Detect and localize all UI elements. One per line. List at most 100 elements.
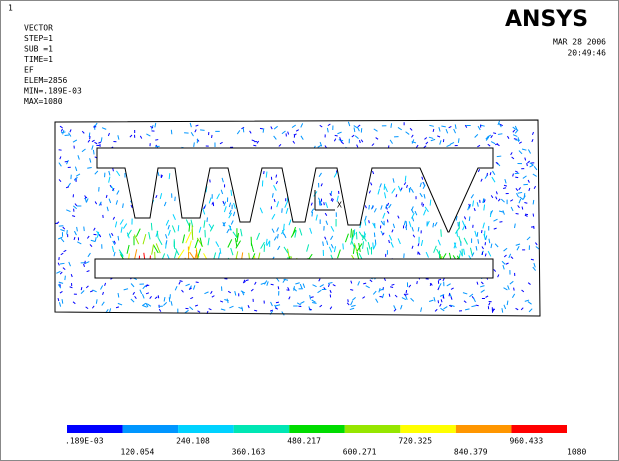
field-vector xyxy=(373,242,374,248)
field-vector xyxy=(93,150,94,154)
field-vector xyxy=(433,129,434,132)
field-vector xyxy=(369,205,370,209)
field-vector xyxy=(246,280,249,281)
field-vector xyxy=(438,300,439,303)
field-vector xyxy=(515,177,518,178)
header-line: ELEM=2856 xyxy=(24,76,68,85)
legend-swatch xyxy=(67,425,123,433)
header-line: TIME=1 xyxy=(24,55,53,64)
field-vector xyxy=(354,229,355,235)
window-number: 1 xyxy=(8,4,13,13)
field-vector xyxy=(533,200,534,204)
ansys-window: 1 ANSYS MAR 28 2006 20:49:46 X VECTORSTE… xyxy=(0,0,619,461)
field-vector xyxy=(465,226,466,229)
field-vector xyxy=(531,259,534,260)
field-vector xyxy=(524,203,527,204)
field-vector xyxy=(363,283,366,284)
date: MAR 28 2006 xyxy=(553,38,606,47)
field-vector xyxy=(356,232,357,239)
field-vector xyxy=(343,243,344,249)
legend-swatch xyxy=(234,425,290,433)
field-vector xyxy=(278,286,279,289)
legend-swatch xyxy=(511,425,567,433)
window-border xyxy=(1,1,619,461)
field-vector xyxy=(84,227,85,231)
field-vector xyxy=(387,219,388,222)
field-vector xyxy=(253,145,256,146)
field-vector xyxy=(441,229,442,236)
field-vector xyxy=(374,233,375,237)
field-vector xyxy=(58,298,59,301)
field-vector xyxy=(514,139,517,140)
field-vector xyxy=(458,138,459,142)
field-vector xyxy=(81,287,82,290)
legend-label: 480.217 xyxy=(287,437,321,446)
field-vector xyxy=(430,200,431,206)
field-vector xyxy=(476,305,479,306)
legend-swatch xyxy=(178,425,234,433)
field-vector xyxy=(503,188,506,189)
field-vector xyxy=(514,288,515,291)
legend-label: 720.325 xyxy=(398,437,432,446)
field-vector xyxy=(350,290,353,291)
field-vector xyxy=(194,142,195,146)
field-vector xyxy=(276,175,277,178)
logo: ANSYS xyxy=(505,7,588,32)
field-vector xyxy=(151,223,152,230)
field-vector xyxy=(324,202,325,205)
legend-swatch xyxy=(289,425,345,433)
field-vector xyxy=(406,221,407,225)
legend-swatch xyxy=(345,425,401,433)
field-vector xyxy=(527,163,528,166)
field-vector xyxy=(493,133,496,134)
field-vector xyxy=(469,216,470,220)
field-vector xyxy=(405,176,406,182)
field-vector xyxy=(522,207,523,210)
field-vector xyxy=(384,184,385,190)
field-vector xyxy=(169,173,170,179)
field-vector xyxy=(390,287,393,288)
legend-label: 360.163 xyxy=(232,448,266,457)
header-line: EF xyxy=(24,66,34,75)
field-vector xyxy=(335,135,338,136)
header-line: STEP=1 xyxy=(24,34,53,43)
field-vector xyxy=(312,212,313,216)
legend-swatch xyxy=(400,425,456,433)
field-vector xyxy=(286,290,289,291)
field-vector xyxy=(499,222,502,223)
field-vector xyxy=(260,128,263,129)
field-vector xyxy=(113,168,114,171)
field-vector xyxy=(155,140,158,141)
triad-label: X xyxy=(337,201,342,210)
field-vector xyxy=(169,297,170,301)
header-line: VECTOR xyxy=(24,24,53,33)
header-line: SUB =1 xyxy=(24,45,53,54)
field-vector xyxy=(477,232,478,236)
field-vector xyxy=(65,276,66,280)
field-vector xyxy=(263,128,264,132)
field-vector xyxy=(497,156,501,157)
legend-label: 240.108 xyxy=(176,437,210,446)
field-vector xyxy=(389,294,390,297)
legend-label: 600.271 xyxy=(343,448,377,457)
field-vector xyxy=(87,168,91,169)
field-vector xyxy=(196,282,199,283)
field-vector xyxy=(271,284,274,285)
field-vector xyxy=(417,281,418,284)
field-vector xyxy=(178,225,179,231)
legend-label: .189E-03 xyxy=(65,437,104,446)
field-vector xyxy=(65,135,69,136)
field-vector xyxy=(67,230,68,234)
legend-label: 960.433 xyxy=(509,437,543,446)
legend-swatch xyxy=(123,425,179,433)
field-vector xyxy=(380,296,383,297)
legend-label: 840.379 xyxy=(454,448,488,457)
field-vector xyxy=(449,293,450,296)
field-vector xyxy=(60,263,64,264)
page: 1 ANSYS MAR 28 2006 20:49:46 X VECTORSTE… xyxy=(0,0,619,461)
header-line: MAX=1080 xyxy=(24,97,63,106)
field-vector xyxy=(478,239,479,243)
field-vector xyxy=(118,236,119,240)
field-vector xyxy=(516,213,519,214)
field-vector xyxy=(276,302,279,303)
